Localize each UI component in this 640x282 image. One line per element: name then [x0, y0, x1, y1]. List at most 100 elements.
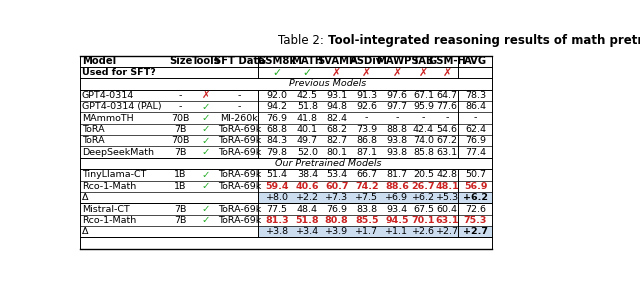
Text: +2.7: +2.7: [463, 227, 488, 236]
Text: ToRA: ToRA: [82, 125, 104, 134]
Text: 92.6: 92.6: [356, 102, 377, 111]
Text: 94.2: 94.2: [267, 102, 287, 111]
Text: 86.4: 86.4: [465, 102, 486, 111]
Text: ✗: ✗: [332, 68, 341, 78]
Text: 7B: 7B: [174, 125, 187, 134]
Text: 82.7: 82.7: [326, 136, 347, 145]
Text: 41.8: 41.8: [297, 114, 318, 123]
Text: 81.3: 81.3: [266, 216, 289, 225]
Text: +1.1: +1.1: [385, 227, 408, 236]
Text: 77.5: 77.5: [267, 204, 287, 213]
Text: 93.4: 93.4: [387, 204, 408, 213]
Text: 66.7: 66.7: [356, 170, 377, 179]
Text: 84.3: 84.3: [267, 136, 288, 145]
Text: GPT4-0314 (PAL): GPT4-0314 (PAL): [82, 102, 162, 111]
Text: ToRA-69k: ToRA-69k: [218, 182, 261, 191]
Text: +2.6: +2.6: [412, 227, 435, 236]
Text: 51.4: 51.4: [267, 170, 287, 179]
Text: 95.9: 95.9: [413, 102, 434, 111]
Text: MAmmoTH: MAmmoTH: [82, 114, 134, 123]
Text: ✓: ✓: [202, 204, 210, 214]
Text: +6.9: +6.9: [385, 193, 408, 202]
Text: 78.3: 78.3: [465, 91, 486, 100]
Text: 63.1: 63.1: [435, 216, 459, 225]
Text: ToRA-69k: ToRA-69k: [218, 216, 261, 225]
Text: ✓: ✓: [202, 170, 210, 180]
Text: Δ: Δ: [82, 227, 88, 236]
Text: ✓: ✓: [202, 215, 210, 225]
Text: 81.7: 81.7: [387, 170, 408, 179]
Text: Used for SFT?: Used for SFT?: [82, 68, 156, 77]
Text: MAWPS: MAWPS: [376, 56, 419, 66]
Text: 79.8: 79.8: [267, 148, 287, 157]
Text: 49.7: 49.7: [297, 136, 318, 145]
Text: Our Pretrained Models: Our Pretrained Models: [275, 159, 381, 168]
Text: 67.2: 67.2: [436, 136, 458, 145]
Text: Mistral-CT: Mistral-CT: [82, 204, 130, 213]
Text: Size: Size: [169, 56, 192, 66]
Text: 83.8: 83.8: [356, 204, 377, 213]
Text: 87.1: 87.1: [356, 148, 377, 157]
Text: 42.4: 42.4: [413, 125, 434, 134]
Text: 75.3: 75.3: [464, 216, 487, 225]
Text: +6.2: +6.2: [463, 193, 488, 202]
Text: -: -: [445, 114, 449, 123]
Text: 50.7: 50.7: [465, 170, 486, 179]
Text: ✓: ✓: [202, 102, 210, 112]
Text: 51.8: 51.8: [296, 216, 319, 225]
Text: GPT4-0314: GPT4-0314: [82, 91, 134, 100]
Text: -: -: [238, 102, 241, 111]
Text: ✓: ✓: [202, 113, 210, 123]
Text: Table 2: Tool-integrated reasoning results of math pretraining.: Table 2: Tool-integrated reasoning resul…: [144, 34, 512, 47]
Text: 85.8: 85.8: [413, 148, 434, 157]
Text: 85.5: 85.5: [355, 216, 378, 225]
Text: 53.4: 53.4: [326, 170, 348, 179]
Text: 68.8: 68.8: [267, 125, 287, 134]
Text: SFT Data: SFT Data: [214, 56, 265, 66]
Text: 54.6: 54.6: [436, 125, 458, 134]
Text: 88.8: 88.8: [387, 125, 408, 134]
Text: 40.6: 40.6: [296, 182, 319, 191]
Text: +3.8: +3.8: [266, 227, 289, 236]
Text: 93.1: 93.1: [326, 91, 348, 100]
Text: +8.0: +8.0: [266, 193, 289, 202]
Text: Table 2:: Table 2:: [278, 34, 328, 47]
Text: 76.9: 76.9: [465, 136, 486, 145]
Text: 48.1: 48.1: [435, 182, 459, 191]
Text: 42.5: 42.5: [297, 91, 318, 100]
Text: 77.4: 77.4: [465, 148, 486, 157]
Text: -: -: [422, 114, 425, 123]
Text: ✗: ✗: [392, 68, 401, 78]
Text: DeepSeekMath: DeepSeekMath: [82, 148, 154, 157]
Text: +2.7: +2.7: [436, 227, 458, 236]
Text: TAB: TAB: [413, 56, 434, 66]
Text: AVG: AVG: [464, 56, 487, 66]
Text: 60.7: 60.7: [325, 182, 348, 191]
Text: ToRA-69k: ToRA-69k: [218, 136, 261, 145]
Text: +3.4: +3.4: [296, 227, 319, 236]
Text: 77.6: 77.6: [436, 102, 458, 111]
Text: Rᴄo-1-Math: Rᴄo-1-Math: [82, 182, 136, 191]
Text: 93.8: 93.8: [387, 148, 408, 157]
Text: 48.4: 48.4: [297, 204, 318, 213]
Text: 97.7: 97.7: [387, 102, 408, 111]
Text: +1.7: +1.7: [355, 227, 378, 236]
Text: 20.5: 20.5: [413, 170, 434, 179]
Text: 1B: 1B: [174, 170, 187, 179]
Text: -: -: [365, 114, 369, 123]
Text: 40.1: 40.1: [297, 125, 318, 134]
Text: 74.0: 74.0: [413, 136, 434, 145]
Text: TinyLlama-CT: TinyLlama-CT: [82, 170, 147, 179]
Text: +7.5: +7.5: [355, 193, 378, 202]
Text: Tools: Tools: [192, 56, 220, 66]
Text: ToRA: ToRA: [82, 136, 104, 145]
Text: ✓: ✓: [273, 68, 282, 78]
Text: 68.2: 68.2: [326, 125, 347, 134]
Text: 1B: 1B: [174, 182, 187, 191]
Text: ✗: ✗: [202, 90, 210, 100]
Text: GSM-H: GSM-H: [428, 56, 466, 66]
Text: +6.2: +6.2: [412, 193, 435, 202]
Text: 91.3: 91.3: [356, 91, 377, 100]
Text: +7.3: +7.3: [325, 193, 348, 202]
Text: ✓: ✓: [202, 181, 210, 191]
